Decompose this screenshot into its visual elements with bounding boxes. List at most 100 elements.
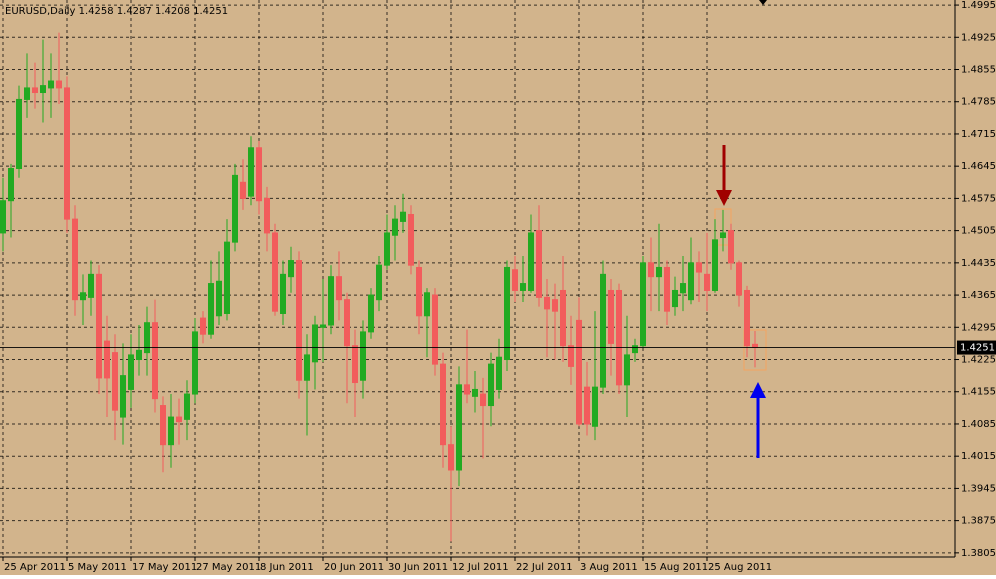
candle-body: [712, 239, 718, 291]
candle-body: [696, 262, 702, 273]
candle-body: [208, 283, 214, 335]
candle-body: [80, 292, 86, 301]
candle-body: [0, 200, 6, 234]
candle-body: [8, 167, 14, 202]
candle-body: [240, 181, 246, 199]
candle-body: [272, 232, 278, 312]
shift-marker: [759, 0, 767, 5]
x-tick-label: 22 Jul 2011: [516, 562, 573, 573]
candle-body: [544, 296, 550, 310]
candle-body: [32, 87, 38, 94]
candle-body: [280, 273, 286, 314]
candle-body: [384, 232, 390, 266]
candle-body: [112, 352, 118, 411]
candle-body: [400, 211, 406, 222]
candle-body: [624, 354, 630, 386]
candle-body: [88, 273, 94, 298]
arrow-head: [750, 382, 766, 398]
candle-body: [672, 289, 678, 308]
candle-body: [416, 266, 422, 317]
highlight-box: [743, 329, 767, 371]
candle-body: [304, 354, 310, 381]
candle-body: [472, 388, 478, 397]
x-tick-label: 12 Jul 2011: [452, 562, 509, 573]
candle-body: [136, 349, 142, 361]
candle-body: [552, 299, 558, 312]
candle-body: [568, 345, 574, 367]
y-tick-label: 1.4225: [961, 355, 996, 366]
candle-body: [256, 147, 262, 202]
x-tick-label: 17 May 2011: [132, 562, 197, 573]
candle-body: [496, 356, 502, 390]
candle-body: [360, 331, 366, 381]
candle-body: [48, 80, 54, 89]
candle-body: [512, 269, 518, 291]
candle-body: [56, 80, 62, 89]
candle-body: [440, 363, 446, 446]
candle-body: [352, 345, 358, 384]
candle-body: [640, 262, 646, 347]
candle-body: [168, 416, 174, 446]
y-tick-label: 1.4155: [961, 387, 996, 398]
x-tick-label: 25 Aug 2011: [708, 562, 772, 573]
x-tick-label: 5 May 2011: [68, 562, 127, 573]
candle-body: [72, 218, 78, 301]
candle-body: [392, 218, 398, 236]
candle-body: [576, 319, 582, 425]
candle-body: [448, 444, 454, 471]
candle-body: [656, 266, 662, 278]
y-tick-label: 1.4575: [961, 193, 996, 204]
candle-body: [96, 273, 102, 379]
candle-body: [376, 264, 382, 301]
candle-body: [104, 340, 110, 379]
y-tick-label: 1.4085: [961, 419, 996, 430]
y-tick-label: 1.4925: [961, 32, 996, 43]
y-tick-label: 1.4295: [961, 322, 996, 333]
candle-body: [200, 317, 206, 335]
candle-body: [424, 292, 430, 317]
candle-body: [128, 354, 134, 390]
candle-body: [408, 214, 414, 266]
candle-body: [144, 322, 150, 354]
y-tick-label: 1.4505: [961, 226, 996, 237]
candle-body: [328, 276, 334, 326]
candle-body: [176, 416, 182, 423]
candle-body: [264, 197, 270, 234]
y-tick-label: 1.3805: [961, 548, 996, 559]
candle-body: [248, 147, 254, 197]
candle-body: [64, 87, 70, 220]
x-tick-label: 20 Jun 2011: [324, 562, 384, 573]
candle-body: [600, 273, 606, 388]
y-tick-label: 1.4715: [961, 129, 996, 140]
y-tick-label: 1.4365: [961, 290, 996, 301]
candle-body: [480, 393, 486, 407]
x-tick-label: 8 Jun 2011: [260, 562, 314, 573]
candle-body: [368, 294, 374, 333]
candle-body: [432, 294, 438, 365]
candle-body: [120, 375, 126, 418]
y-tick-label: 1.4785: [961, 97, 996, 108]
candle-body: [320, 324, 326, 328]
candle-body: [296, 260, 302, 381]
candle-body: [488, 363, 494, 407]
candle-body: [616, 289, 622, 386]
current-price-box: [957, 340, 996, 355]
candle-body: [504, 266, 510, 361]
candle-body: [216, 280, 222, 317]
y-tick-label: 1.4995: [961, 0, 996, 11]
candle-body: [288, 260, 294, 278]
x-tick-label: 27 May 2011: [196, 562, 261, 573]
arrow-head: [716, 190, 732, 206]
chart-title: EURUSD,Daily 1.4258 1.4287 1.4208 1.4251: [5, 6, 228, 17]
candle-body: [736, 262, 742, 296]
y-tick-label: 1.4645: [961, 161, 996, 172]
y-tick-label: 1.4435: [961, 258, 996, 269]
candle-body: [464, 384, 470, 395]
candle-body: [664, 266, 670, 312]
current-price-label: 1.4251: [960, 343, 995, 354]
candle-body: [528, 232, 534, 291]
candle-body: [536, 230, 542, 298]
x-tick-label: 3 Aug 2011: [580, 562, 638, 573]
candle-body: [344, 299, 350, 347]
